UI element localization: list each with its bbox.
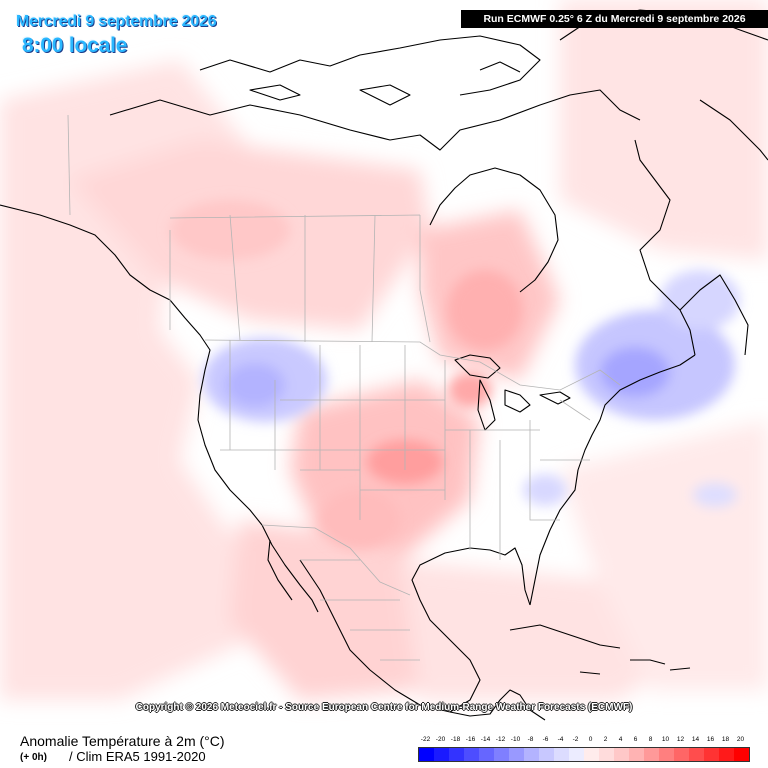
atlantic-warm-anomaly	[560, 0, 768, 260]
anomaly-core-shading	[170, 200, 740, 550]
mexico-states	[300, 559, 420, 661]
legend-tick-label: 18	[721, 736, 730, 743]
forecast-date-title: Mercredi 9 septembre 2026	[16, 13, 217, 30]
rockies-cool-core	[225, 363, 285, 407]
legend-swatch	[659, 748, 674, 761]
gulf-coast	[411, 547, 531, 713]
east-coast	[529, 354, 696, 606]
legend-swatch	[509, 748, 524, 761]
political-borders	[67, 114, 621, 661]
legend-swatch	[704, 748, 719, 761]
legend-swatch	[569, 748, 584, 761]
us-states	[220, 340, 591, 560]
forecast-local-time: 8:00 locale	[22, 34, 128, 57]
central-america-coast	[449, 689, 546, 721]
mexico-west-coast	[299, 559, 451, 713]
us-canada-border	[204, 339, 621, 391]
great-lakes	[454, 354, 571, 431]
lakes-warm-core	[447, 270, 523, 350]
legend-tick-label: 12	[676, 736, 685, 743]
legend-swatch	[494, 748, 509, 761]
variable-title: Anomalie Température à 2m (°C)	[20, 733, 225, 749]
legend-swatch	[464, 748, 479, 761]
legend-tick-label: -2	[572, 736, 579, 743]
carolina-cool-anomaly	[523, 474, 567, 506]
climatology-reference: / Clim ERA5 1991-2020	[69, 749, 206, 764]
maritimes-cool-core	[600, 347, 670, 397]
alaska-coast	[0, 204, 263, 526]
lead-time: (+ 0h)	[20, 752, 47, 763]
us-mexico-border	[261, 524, 411, 596]
legend-swatch	[599, 748, 614, 761]
legend-tick-label: -6	[542, 736, 549, 743]
legend-tick-label: 0	[588, 736, 593, 743]
map-footer: Anomalie Température à 2m (°C) (+ 0h) / …	[0, 725, 768, 768]
legend-tick-label: -12	[495, 736, 506, 743]
legend-swatch	[479, 748, 494, 761]
color-scale-legend: -22 -20 -18 -16 -14 -12 -10 -8 -6 -4 -2 0 2 4 6 8 10 12 14…	[418, 736, 750, 764]
pacific-warm-anomaly	[0, 60, 260, 700]
canada-provinces	[169, 214, 431, 343]
legend-tick-label: 4	[618, 736, 623, 743]
legend-swatch	[644, 748, 659, 761]
legend-tick-label: 14	[691, 736, 700, 743]
arctic-islands	[199, 35, 541, 106]
legend-swatch	[539, 748, 554, 761]
legend-swatch	[734, 748, 749, 761]
legend-swatch	[419, 748, 434, 761]
legend-swatch	[614, 748, 629, 761]
legend-tick-label: 2	[603, 736, 608, 743]
legend-swatch	[449, 748, 464, 761]
legend-swatch	[674, 748, 689, 761]
offshore-cool-patch	[693, 483, 737, 507]
legend-color-bar	[418, 747, 750, 762]
legend-swatch	[524, 748, 539, 761]
legend-swatch	[554, 748, 569, 761]
legend-tick-label: 16	[706, 736, 715, 743]
legend-tick-label: -22	[420, 736, 431, 743]
caribbean-islands	[509, 624, 691, 675]
legend-tick-label: -10	[510, 736, 521, 743]
hudson-bay-coast	[429, 167, 559, 293]
yukon-warm-core	[170, 200, 290, 260]
legend-tick-label: -20	[435, 736, 446, 743]
legend-swatch	[719, 748, 734, 761]
legend-tick-label: 10	[661, 736, 670, 743]
legend-swatch	[584, 748, 599, 761]
baja-coast	[261, 524, 319, 613]
legend-tick-label: -14	[480, 736, 491, 743]
legend-tick-label: 6	[633, 736, 638, 743]
quebec-coast	[634, 139, 749, 356]
atlantic-cool-anomaly	[660, 270, 740, 330]
arctic-coast	[109, 89, 641, 151]
legend-tick-label: -16	[465, 736, 476, 743]
legend-tick-label: 8	[648, 736, 653, 743]
copyright-notice: Copyright © 2026 Meteociel.fr - Source E…	[135, 702, 633, 713]
legend-tick-label: -4	[557, 736, 564, 743]
legend-swatch	[689, 748, 704, 761]
temperature-anomaly-map	[0, 0, 768, 721]
alaska-canada-border	[67, 114, 71, 216]
legend-swatch	[434, 748, 449, 761]
legend-tick-label: -18	[450, 736, 461, 743]
legend-tick-label: 20	[736, 736, 745, 743]
model-run-info: Run ECMWF 0.25° 6 Z du Mercredi 9 septem…	[461, 10, 768, 28]
legend-tick-labels: -22 -20 -18 -16 -14 -12 -10 -8 -6 -4 -2 0 2 4 6 8 10 12 14…	[418, 736, 750, 747]
legend-swatch	[629, 748, 644, 761]
legend-tick-label: -8	[527, 736, 534, 743]
